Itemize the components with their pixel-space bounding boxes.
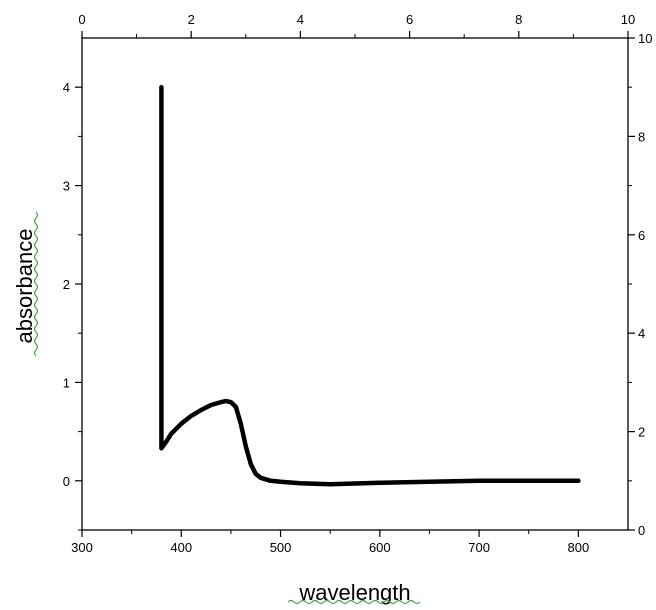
right-y-tick-label: 4 [638,326,645,341]
left-y-axis: 0 1 2 3 4 [63,80,82,531]
top-x-tick-label: 0 [78,12,85,27]
x-tick-label: 600 [369,540,391,555]
y-tick-label: 3 [63,179,70,194]
x-tick-label: 700 [468,540,490,555]
y-axis-title-underline [33,211,39,357]
x-axis-title-underline [287,599,421,605]
x-tick-label: 300 [71,540,93,555]
x-tick-label: 500 [270,540,292,555]
top-x-tick-label: 2 [188,12,195,27]
top-x-axis: 0 2 4 6 8 10 [78,12,635,38]
plot-frame [81,37,629,531]
right-y-axis: 0 2 4 6 8 10 [628,31,652,538]
top-x-tick-label: 8 [515,12,522,27]
right-y-tick-label: 6 [638,228,645,243]
right-y-tick-label: 2 [638,425,645,440]
x-tick-label: 800 [568,540,590,555]
top-x-tick-label: 4 [297,12,304,27]
right-y-tick-label: 8 [638,129,645,144]
x-axis-title: wavelength [298,580,410,605]
y-tick-label: 0 [63,474,70,489]
top-x-tick-label: 6 [406,12,413,27]
y-axis-title: absorbance [12,229,37,344]
series-line-absorbance [159,84,581,487]
right-y-tick-label: 10 [638,31,652,46]
y-tick-label: 4 [63,80,70,95]
right-y-tick-label: 0 [638,523,645,538]
y-tick-label: 1 [63,375,70,390]
bottom-x-axis: 300 400 500 600 700 800 [71,530,589,555]
y-tick-label: 2 [63,277,70,292]
x-tick-label: 400 [170,540,192,555]
top-x-tick-label: 10 [621,12,635,27]
